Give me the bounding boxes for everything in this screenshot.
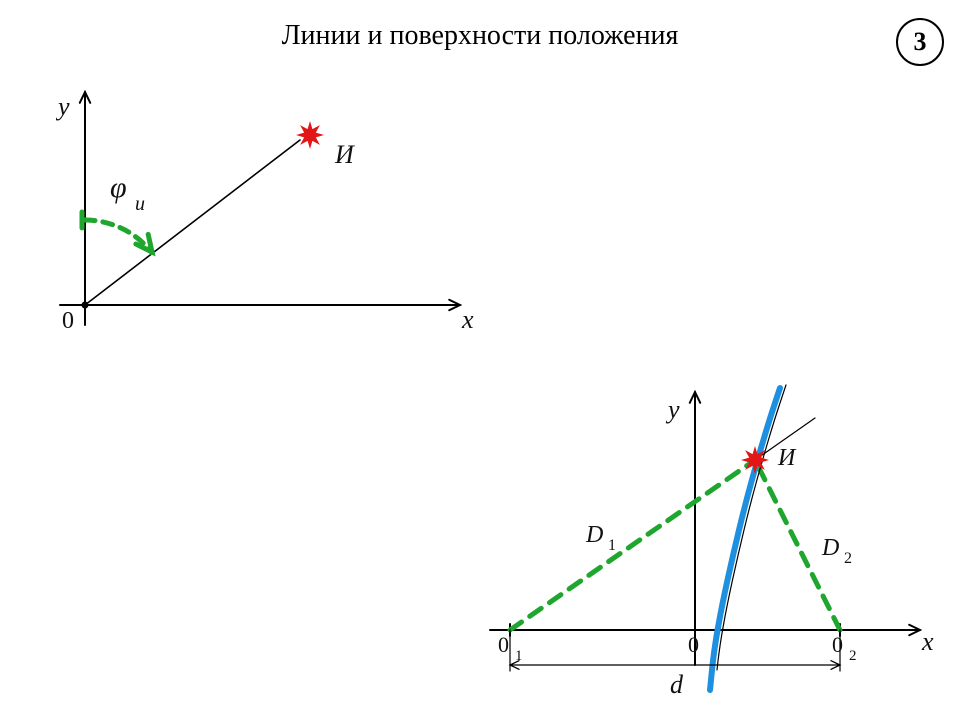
svg-text:И: И [334,140,355,169]
svg-text:2: 2 [849,648,857,664]
svg-text:D: D [821,535,839,561]
svg-text:0: 0 [498,632,509,657]
svg-text:И: И [777,445,797,471]
svg-text:и: и [135,193,145,215]
svg-text:y: y [55,92,70,121]
svg-text:x: x [921,627,934,656]
svg-text:d: d [670,670,684,699]
svg-text:x: x [461,305,474,334]
diagrams-svg: 0xyИφи00102xyИD1D2d [0,0,960,720]
svg-text:1: 1 [515,648,523,664]
svg-text:0: 0 [832,632,843,657]
svg-text:φ: φ [110,171,127,204]
svg-text:0: 0 [688,632,699,657]
svg-text:0: 0 [62,308,74,334]
svg-text:y: y [665,395,680,424]
svg-text:2: 2 [844,550,852,567]
svg-text:D: D [585,522,603,548]
svg-text:1: 1 [608,537,616,554]
